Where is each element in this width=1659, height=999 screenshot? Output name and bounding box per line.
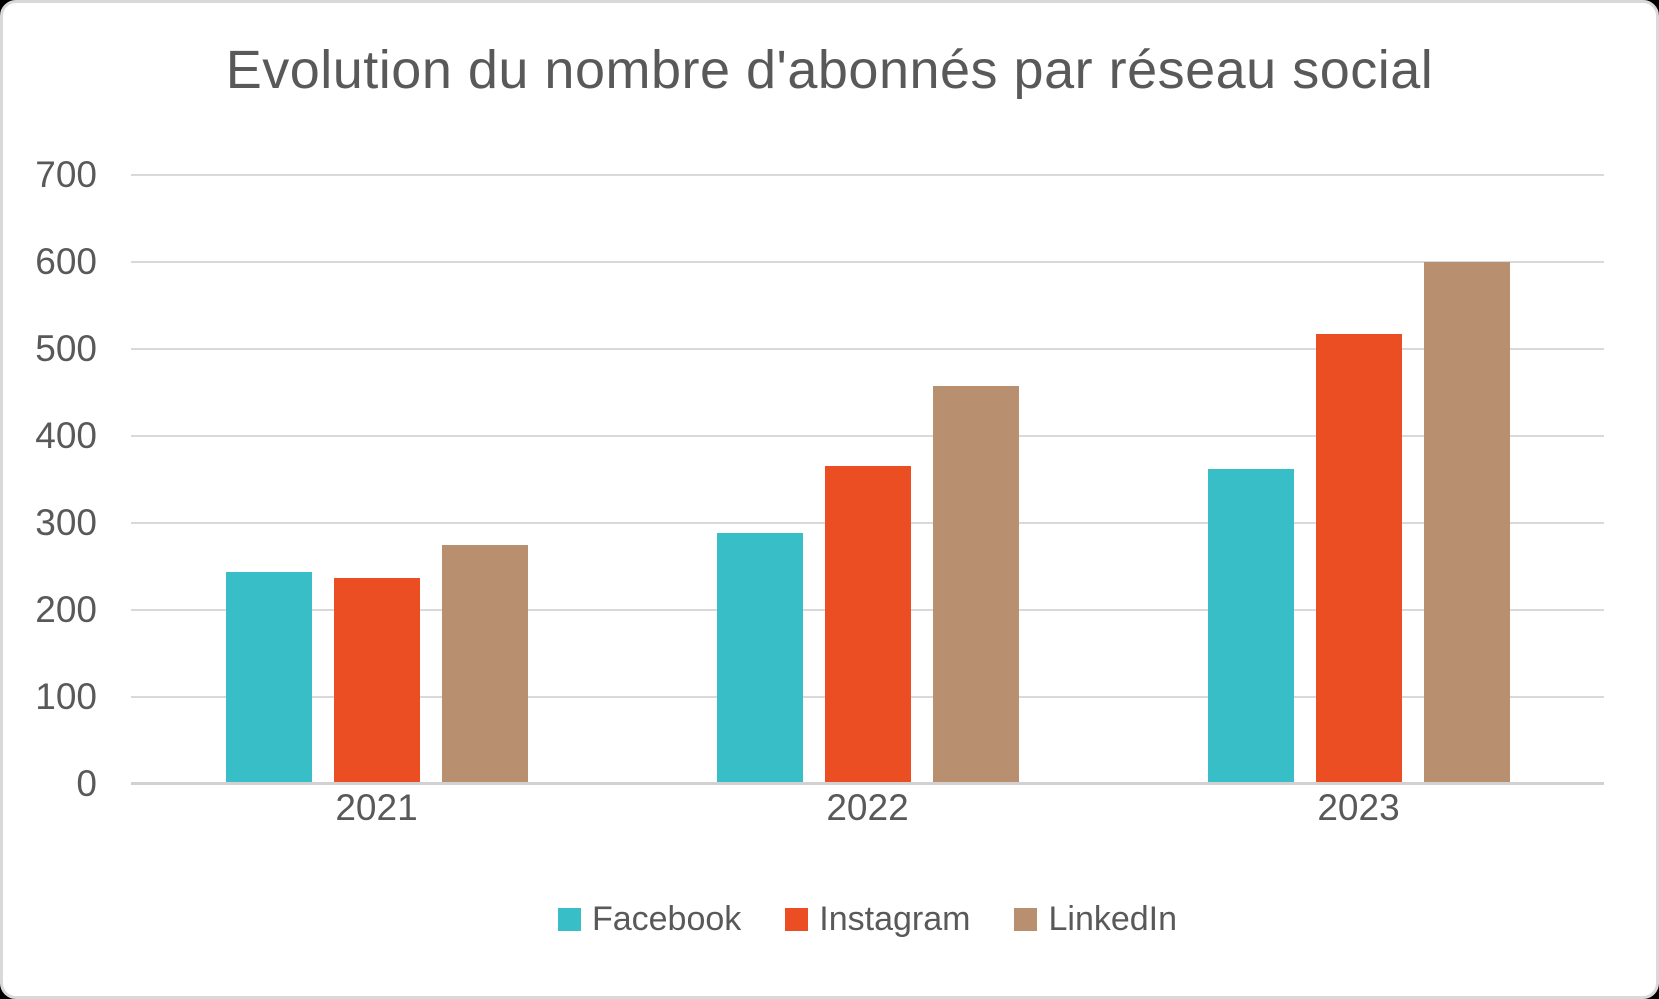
x-axis-label-2021: 2021 xyxy=(335,787,418,828)
bar-linkedin-2022 xyxy=(932,386,1019,784)
legend: Facebook Instagram LinkedIn xyxy=(131,896,1604,942)
legend-item-instagram: Instagram xyxy=(785,900,970,939)
bar-group-2021 xyxy=(131,175,622,784)
y-tick-label-700: 700 xyxy=(35,154,97,195)
bar-instagram-2023 xyxy=(1315,334,1402,784)
y-tick-label-200: 200 xyxy=(35,589,97,630)
legend-item-facebook: Facebook xyxy=(557,899,742,939)
legend-label-facebook: Facebook xyxy=(591,899,742,938)
gridline-400 xyxy=(131,435,1604,437)
y-tick-label-100: 100 xyxy=(35,676,97,717)
plot-area: 0 100 200 300 400 500 600 700 xyxy=(35,154,1604,804)
bar-linkedin-2021 xyxy=(441,545,528,784)
legend-swatch-linkedin xyxy=(1014,907,1038,931)
bar-instagram-2021 xyxy=(333,578,420,784)
legend-label-linkedin: LinkedIn xyxy=(1048,899,1178,938)
legend-swatch-facebook xyxy=(557,907,581,931)
bar-group-2023 xyxy=(1113,175,1604,784)
bar-linkedin-2023 xyxy=(1423,262,1510,784)
bar-instagram-2022 xyxy=(824,466,911,784)
x-axis-label-2023: 2023 xyxy=(1317,787,1400,828)
gridline-500 xyxy=(131,348,1604,350)
x-axis-label-2022: 2022 xyxy=(826,787,909,828)
gridline-700 xyxy=(131,174,1604,176)
bar-group-2022 xyxy=(622,175,1113,784)
bar-facebook-2022 xyxy=(716,533,803,784)
y-tick-label-300: 300 xyxy=(35,502,97,543)
y-tick-label-400: 400 xyxy=(35,415,97,456)
x-axis-labels: 2021 2022 2023 xyxy=(131,786,1604,830)
chart-title: Evolution du nombre d'abonnés par réseau… xyxy=(225,40,1434,100)
legend-item-linkedin: LinkedIn xyxy=(1014,900,1177,939)
bar-facebook-2021 xyxy=(225,572,312,784)
bar-facebook-2023 xyxy=(1207,469,1294,784)
y-tick-label-600: 600 xyxy=(35,241,97,282)
y-tick-label-0: 0 xyxy=(76,763,97,804)
gridline-0 xyxy=(131,782,1604,785)
legend-swatch-instagram xyxy=(785,907,809,931)
legend-label-instagram: Instagram xyxy=(819,899,971,938)
y-tick-label-500: 500 xyxy=(35,328,97,369)
bar-groups xyxy=(131,175,1604,784)
gridline-600 xyxy=(131,261,1604,263)
